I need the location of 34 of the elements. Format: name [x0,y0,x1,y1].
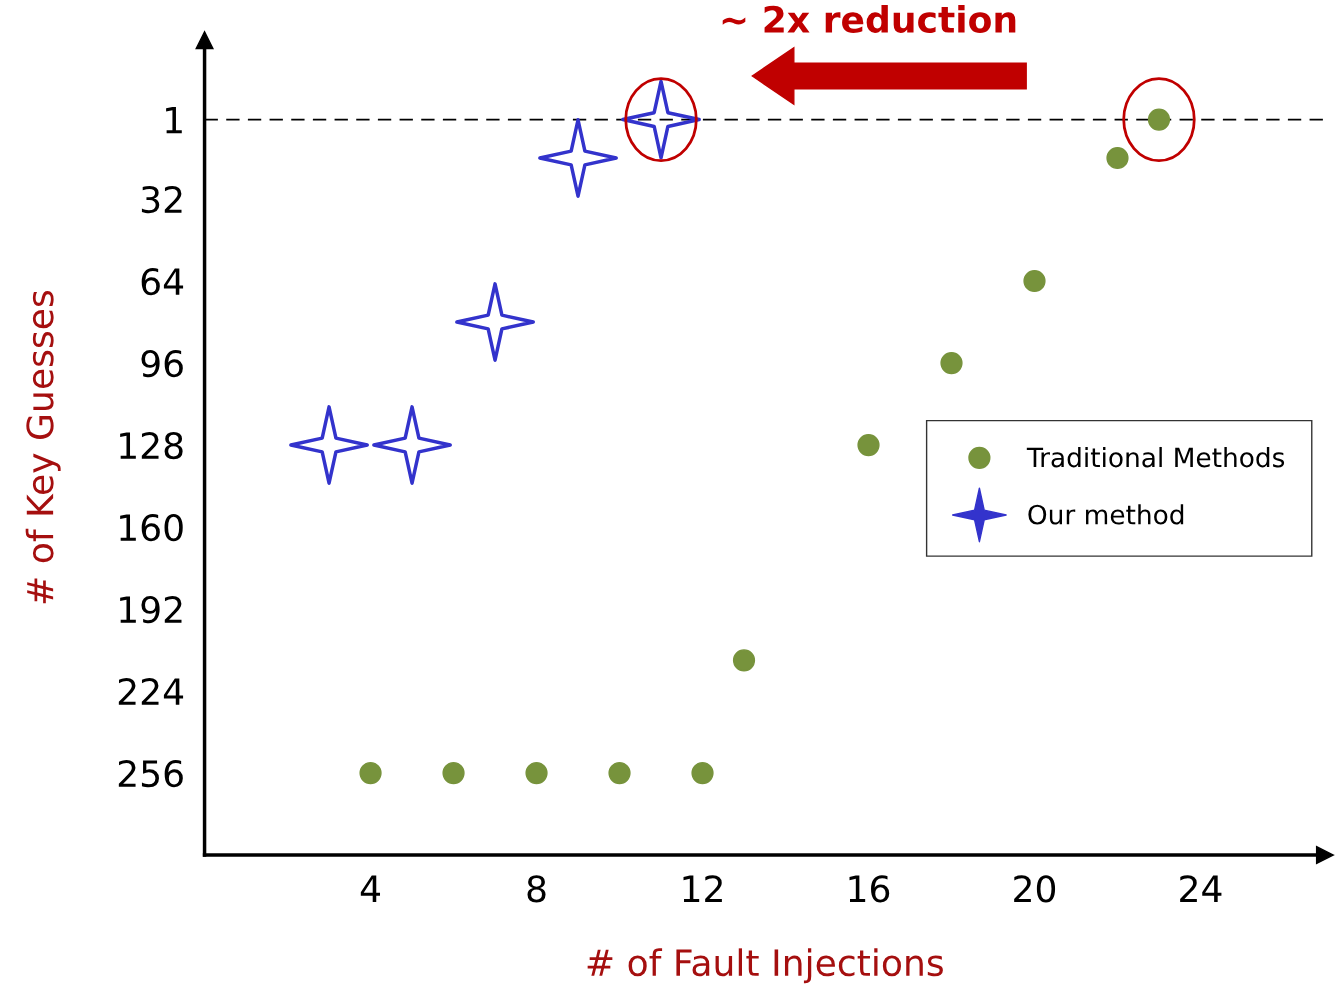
y-tick-label: 256 [118,759,183,788]
x-tick-label: 8 [527,875,546,903]
y-tick-label: 160 [120,513,183,542]
y-tick-label: 64 [141,267,184,296]
point [525,761,548,785]
point [359,761,382,785]
point [1106,146,1129,170]
point [857,433,880,457]
y-axis-title: # of Key Guesses [25,291,61,604]
y-tick-label: 1 [166,106,182,134]
text: ~ 2x reduction [722,5,1016,33]
y-tick-label: 192 [120,595,182,624]
legend-label: Our method [1028,504,1184,525]
point [538,118,618,198]
x-tick-label: 24 [1180,875,1222,902]
point [442,761,465,785]
y-tick-label: 32 [141,185,182,214]
point [289,405,369,485]
point [940,351,963,375]
y-tick-label: 128 [120,431,183,460]
x-tick-label: 20 [1014,875,1056,903]
point [455,282,535,362]
point [608,761,631,785]
legend-label: Traditional Methods [1026,446,1285,468]
point [691,761,714,785]
x-axis-title: # of Fault Injections [587,948,943,984]
y-tick-label: 96 [141,349,183,378]
x-tick-label: 12 [683,875,722,902]
x-tick-label: 16 [849,875,890,903]
point [1023,269,1046,293]
y-tick-label: 224 [118,677,184,705]
x-tick-label: 4 [360,875,381,902]
point [732,649,756,672]
point [372,405,452,485]
